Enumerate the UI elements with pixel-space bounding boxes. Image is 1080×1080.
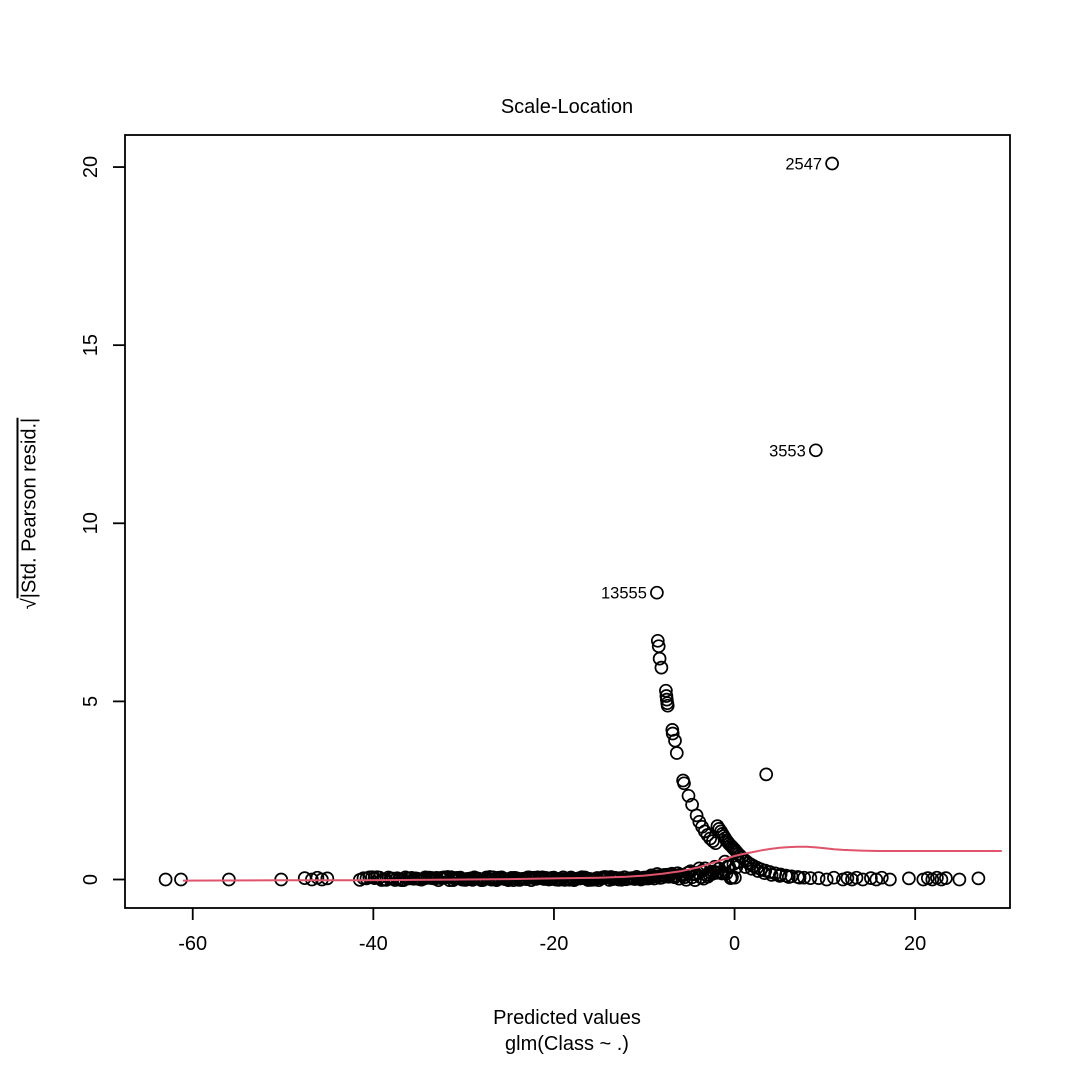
radical-sign-icon: √ <box>18 598 41 610</box>
data-point <box>849 870 864 885</box>
data-point <box>320 871 335 886</box>
y-tick-label: 10 <box>80 512 102 534</box>
data-point <box>757 866 772 880</box>
x-tick-label: -40 <box>359 933 388 955</box>
x-tick-label: 0 <box>729 933 740 955</box>
data-point <box>971 871 986 886</box>
data-point <box>689 808 704 823</box>
x-axis-label: Predicted values <box>493 1007 641 1029</box>
data-point <box>939 871 953 885</box>
data-point <box>744 861 759 876</box>
data-point <box>764 868 779 882</box>
data-point <box>883 872 897 887</box>
data-point <box>902 871 916 886</box>
x-axis-sublabel: glm(Class ~ .) <box>505 1033 629 1055</box>
x-tick-label: -20 <box>540 933 569 955</box>
y-tick-label: 0 <box>80 874 102 885</box>
data-point <box>668 733 682 748</box>
data-point <box>650 585 664 600</box>
data-point <box>825 156 839 171</box>
y-axis-label: √|Std. Pearson resid.| <box>19 354 42 674</box>
data-point <box>874 870 889 885</box>
data-point <box>808 443 823 458</box>
data-point <box>174 872 188 887</box>
plot-box <box>124 134 1011 909</box>
point-label: 3553 <box>769 442 806 460</box>
data-point <box>728 870 742 885</box>
data-point <box>803 871 818 885</box>
point-label: 2547 <box>785 156 822 174</box>
loess-smooth-line <box>182 845 1002 882</box>
y-tick-label: 5 <box>80 696 102 707</box>
data-point <box>158 872 173 887</box>
data-point <box>797 870 811 885</box>
data-point <box>660 698 675 713</box>
x-tick-label: 20 <box>904 933 926 955</box>
data-point <box>677 776 691 791</box>
x-tick-label: -60 <box>178 933 207 955</box>
data-point <box>681 788 696 803</box>
data-point <box>669 746 684 760</box>
data-point <box>650 633 665 648</box>
data-point <box>654 660 669 675</box>
data-point <box>759 767 774 782</box>
y-tick-label: 20 <box>80 156 102 178</box>
data-point <box>952 872 967 887</box>
data-point <box>751 864 765 878</box>
data-point <box>864 871 878 885</box>
data-point <box>827 870 841 885</box>
y-axis-label-expr: |Std. Pearson resid.| <box>18 417 41 599</box>
y-tick-label: 15 <box>80 334 102 356</box>
data-point <box>792 870 807 885</box>
data-point <box>772 869 787 883</box>
data-point <box>732 855 746 870</box>
data-point <box>652 651 667 666</box>
data-point <box>781 870 796 884</box>
data-point <box>665 726 680 741</box>
data-point <box>855 872 870 887</box>
data-point <box>869 872 884 887</box>
point-label: 13555 <box>601 585 647 603</box>
plot-area: -60 -40 -20 0 20 0 5 10 15 20 2547 3553 13555 <box>80 134 1011 955</box>
data-point <box>811 871 826 885</box>
plot-title: Scale-Location <box>501 96 633 118</box>
data-point <box>819 872 834 887</box>
